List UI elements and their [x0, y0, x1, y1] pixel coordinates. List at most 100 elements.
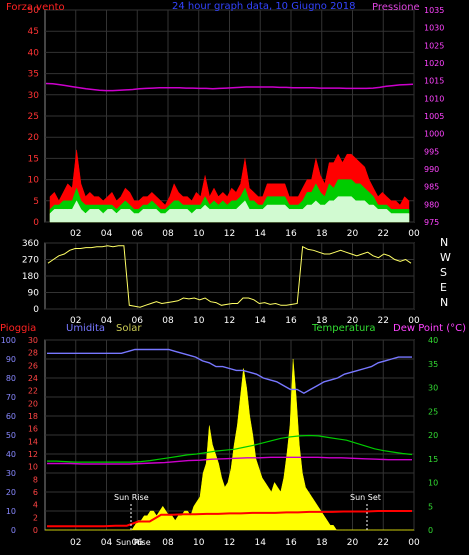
y-right-tick-label: 1005: [424, 112, 444, 121]
x-tick-label: 18: [316, 316, 328, 326]
x-tick-label: 16: [285, 316, 297, 326]
y-left-tick-label: 50: [28, 6, 40, 16]
humidity-temperature-rain-chart: 0102030405060708090100024681012141618202…: [0, 323, 466, 548]
sunrise-annotation-bottom: Sun Rise: [116, 538, 151, 547]
x-tick-label: 08: [162, 229, 174, 239]
y-left-tick-label: 20: [28, 133, 40, 143]
x-tick-label: 02: [70, 538, 81, 548]
y-rain-tick-label: 12: [28, 450, 38, 459]
y-humidity-tick-label: 10: [6, 507, 16, 516]
x-tick-label: 04: [101, 229, 113, 239]
x-tick-label: 10: [193, 538, 205, 548]
y-rain-tick-label: 8: [33, 475, 38, 484]
compass-letter: N: [440, 296, 448, 309]
y-rain-tick-label: 2: [33, 513, 38, 522]
y-rain-tick-label: 16: [28, 425, 38, 434]
y-left-tick-label: 35: [28, 70, 39, 80]
y-right-tick-label: 1030: [424, 24, 444, 33]
y-right-tick-label: 1015: [424, 77, 444, 86]
dew-point-line: [47, 456, 412, 465]
y-temperature-tick-label: 5: [428, 502, 433, 511]
y-right-tick-label: 1025: [424, 41, 444, 50]
wind-pressure-chart: 0510152025303540455097598098599099510001…: [6, 1, 444, 239]
y-left-tick-label: 15: [28, 154, 39, 164]
y-humidity-tick-label: 80: [6, 374, 16, 383]
y-temperature-tick-label: 20: [428, 431, 438, 440]
x-tick-label: 04: [101, 538, 113, 548]
y-rain-tick-label: 22: [28, 387, 38, 396]
y-left-tick-label: 0: [33, 218, 39, 228]
x-tick-label: 02: [70, 316, 81, 326]
dewpoint-label: Dew Point (°C): [393, 323, 466, 334]
y-rain-tick-label: 18: [28, 412, 38, 421]
y-rain-tick-label: 26: [28, 361, 38, 370]
y-humidity-tick-label: 50: [6, 431, 16, 440]
y-right-tick-label: 985: [424, 183, 439, 192]
x-tick-label: 16: [285, 229, 297, 239]
y-humidity-tick-label: 90: [6, 355, 16, 364]
right-axis-label: Pressione: [372, 2, 420, 13]
y-tick-label: 0: [33, 305, 39, 315]
compass-letter: E: [440, 281, 447, 294]
temperature-label: Temperatura: [311, 323, 376, 334]
x-tick-label: 02: [70, 229, 81, 239]
x-tick-label: 08: [162, 538, 174, 548]
pressure-line: [45, 82, 414, 92]
y-right-tick-label: 1035: [424, 6, 444, 15]
y-temperature-tick-label: 35: [428, 360, 438, 369]
compass-letter: N: [440, 236, 448, 249]
x-tick-label: 06: [132, 538, 144, 548]
x-tick-label: 08: [162, 316, 174, 326]
y-humidity-tick-label: 60: [6, 412, 16, 421]
sunrise-annotation: Sun Rise: [114, 493, 149, 502]
y-tick-label: 270: [22, 256, 39, 266]
y-left-tick-label: 10: [28, 176, 40, 186]
x-tick-label: 04: [101, 316, 113, 326]
x-tick-label: 18: [316, 538, 328, 548]
y-temperature-tick-label: 10: [428, 479, 438, 488]
x-tick-label: 00: [408, 538, 420, 548]
x-tick-label: 16: [285, 538, 297, 548]
x-tick-label: 00: [408, 316, 420, 326]
x-tick-label: 20: [347, 538, 359, 548]
y-left-tick-label: 5: [33, 197, 39, 207]
y-rain-tick-label: 6: [33, 488, 38, 497]
y-humidity-tick-label: 0: [11, 526, 16, 535]
chart-title: 24 hour graph data, 10 Giugno 2018: [172, 1, 356, 12]
y-rain-tick-label: 24: [28, 374, 38, 383]
x-tick-label: 12: [224, 229, 235, 239]
y-temperature-tick-label: 30: [428, 384, 438, 393]
solar-area: [45, 358, 414, 531]
y-rain-tick-label: 0: [33, 526, 38, 535]
wind-direction-line: [47, 245, 412, 308]
y-right-tick-label: 995: [424, 147, 439, 156]
x-tick-label: 22: [378, 316, 389, 326]
x-tick-label: 20: [347, 316, 359, 326]
x-tick-label: 06: [132, 229, 144, 239]
x-tick-label: 14: [255, 229, 267, 239]
y-left-tick-label: 30: [28, 91, 40, 101]
y-tick-label: 360: [22, 239, 39, 249]
y-right-tick-label: 990: [424, 165, 439, 174]
y-humidity-tick-label: 40: [6, 450, 16, 459]
y-right-tick-label: 1000: [424, 130, 444, 139]
x-tick-label: 14: [255, 316, 267, 326]
y-tick-label: 180: [22, 272, 39, 282]
y-humidity-tick-label: 30: [6, 469, 16, 478]
x-tick-label: 12: [224, 316, 235, 326]
x-tick-label: 06: [132, 316, 144, 326]
y-rain-tick-label: 30: [28, 336, 38, 345]
y-left-tick-label: 45: [28, 27, 39, 37]
y-tick-label: 90: [28, 289, 40, 299]
compass-letter: W: [440, 251, 451, 264]
y-right-tick-label: 980: [424, 200, 439, 209]
x-tick-label: 22: [378, 538, 389, 548]
rain-label: Pioggia: [0, 323, 36, 334]
solar-label: Solar: [116, 323, 142, 334]
y-temperature-tick-label: 25: [428, 407, 438, 416]
x-tick-label: 12: [224, 538, 235, 548]
x-tick-label: 20: [347, 229, 359, 239]
y-rain-tick-label: 28: [28, 349, 38, 358]
y-temperature-tick-label: 15: [428, 455, 438, 464]
